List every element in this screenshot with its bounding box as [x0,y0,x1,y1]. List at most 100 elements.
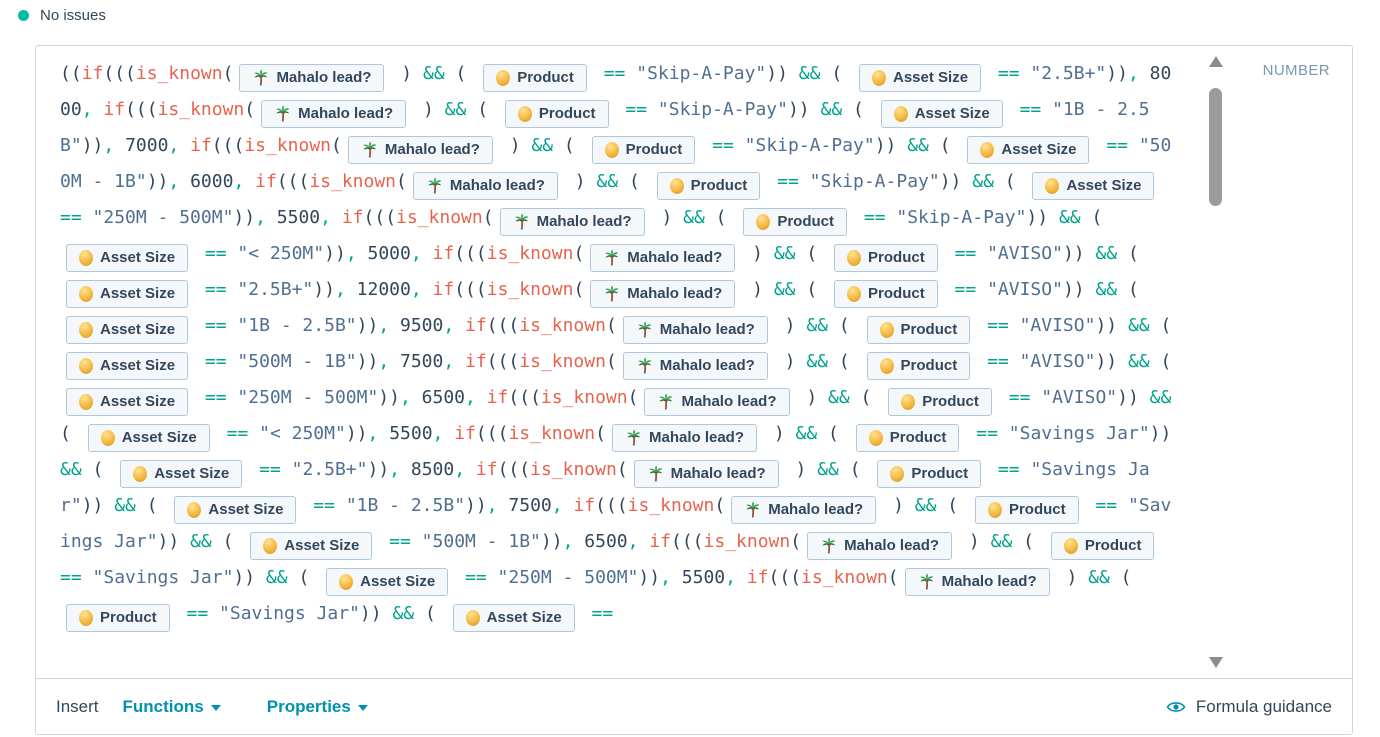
property-chip-mahalo-lead[interactable]: Mahalo lead? [611,423,758,452]
property-chip-mahalo-lead[interactable]: Mahalo lead? [590,279,736,308]
code-token: == [204,351,227,372]
code-token: ( [444,63,478,84]
scroll-down-arrow-icon[interactable] [1209,657,1223,668]
property-chip-label: Mahalo lead? [298,104,394,122]
property-chip-mahalo-lead[interactable]: Mahalo lead? [590,243,736,272]
property-chip-asset-size[interactable]: Asset Size [859,64,982,92]
property-chip-product[interactable]: Product [591,136,696,164]
code-token [179,171,190,192]
property-chip-product[interactable]: Product [656,172,761,200]
property-chip-mahalo-lead[interactable]: Mahalo lead? [644,387,790,416]
code-token: ((( [103,63,136,84]
code-token [266,207,277,228]
code-token: , [410,243,422,264]
code-token: , [627,531,639,552]
formula-code-editor[interactable]: ((if(((is_known( Mahalo lead? ) && ( Pro… [60,56,1176,678]
code-token: ) [763,423,796,444]
palm-tree-icon [636,321,653,338]
scrollbar-thumb[interactable] [1209,88,1222,206]
code-token: if [103,99,126,120]
property-chip-mahalo-lead[interactable]: Mahalo lead? [622,351,768,380]
code-token [944,243,955,264]
code-token: , [432,423,444,444]
property-chip-asset-size[interactable]: Asset Size [66,316,189,344]
code-token: )) [1095,351,1128,372]
property-chip-asset-size[interactable]: Asset Size [66,352,189,380]
property-chip-product[interactable]: Product [866,316,971,344]
property-chip-label: Product [868,285,925,302]
code-token: is_known [801,567,888,588]
functions-dropdown[interactable]: Functions [123,697,221,717]
property-chip-asset-size[interactable]: Asset Size [326,568,449,596]
code-token: , [345,243,357,264]
code-token: 8500 [410,459,455,480]
property-chip-mahalo-lead[interactable]: Mahalo lead? [347,135,493,164]
property-chip-product[interactable]: Product [888,388,992,416]
property-chip-mahalo-lead[interactable]: Mahalo lead? [807,531,953,560]
coin-icon [756,214,771,230]
status-dot-icon [18,10,29,21]
code-token: == [204,279,227,300]
property-chip-asset-size[interactable]: Asset Size [250,532,373,560]
property-chip-mahalo-lead[interactable]: Mahalo lead? [633,459,779,488]
property-chip-asset-size[interactable]: Asset Size [66,388,189,416]
code-token: ( [714,495,726,516]
code-token: "AVISO" [1008,351,1096,372]
property-chip-mahalo-lead[interactable]: Mahalo lead? [239,63,385,92]
code-token: ( [795,243,829,264]
code-token: ( [1117,243,1150,264]
property-chip-asset-size[interactable]: Asset Size [1032,172,1155,200]
property-chip-mahalo-lead[interactable]: Mahalo lead? [731,495,877,524]
property-chip-label: Product [1008,501,1066,518]
property-chip-product[interactable]: Product [974,496,1079,524]
code-token: ) [1055,567,1089,588]
scroll-up-arrow-icon[interactable] [1209,56,1223,67]
property-chip-product[interactable]: Product [504,100,609,128]
code-token: ) [412,99,445,120]
property-chip-product[interactable]: Product [834,280,938,308]
property-chip-product[interactable]: Product [866,352,971,380]
properties-dropdown[interactable]: Properties [267,697,368,717]
code-token: if [81,63,104,84]
property-chip-product[interactable]: Product [743,208,847,236]
code-token [194,279,205,300]
property-chip-asset-size[interactable]: Asset Size [66,244,189,272]
code-token: , [233,171,245,192]
code-token: )) [157,531,191,552]
formula-guidance-button[interactable]: Formula guidance [1166,697,1332,717]
code-token: if [573,495,596,516]
property-chip-asset-size[interactable]: Asset Size [967,136,1090,164]
property-chip-asset-size[interactable]: Asset Size [452,604,575,632]
code-token: 7000 [125,135,169,156]
property-chip-product[interactable]: Product [834,244,938,272]
code-token: == [226,423,249,444]
property-chip-asset-size[interactable]: Asset Size [87,424,210,452]
code-token: , [168,171,180,192]
code-token: ((( [276,171,310,192]
property-chip-product[interactable]: Product [66,604,170,632]
code-token: ((( [595,495,628,516]
property-chip-mahalo-lead[interactable]: Mahalo lead? [412,171,558,200]
property-chip-asset-size[interactable]: Asset Size [880,100,1003,128]
code-token: ((( [475,423,509,444]
property-chip-product[interactable]: Product [1050,532,1155,560]
code-token: && [114,495,136,516]
property-chip-mahalo-lead[interactable]: Mahalo lead? [904,567,1050,596]
property-chip-mahalo-lead[interactable]: Mahalo lead? [499,207,645,236]
scrollbar[interactable] [1208,54,1224,670]
code-token: is_known [530,459,617,480]
property-chip-product[interactable]: Product [483,64,587,92]
property-chip-asset-size[interactable]: Asset Size [120,460,243,488]
property-chip-product[interactable]: Product [855,424,960,452]
property-chip-label: Product [868,249,925,266]
code-token: && [683,207,705,228]
property-chip-mahalo-lead[interactable]: Mahalo lead? [622,315,768,344]
property-chip-mahalo-lead[interactable]: Mahalo lead? [261,99,407,128]
property-chip-asset-size[interactable]: Asset Size [66,280,189,308]
code-token: == [777,171,799,192]
property-chip-label: Product [690,177,748,194]
property-chip-asset-size[interactable]: Asset Size [174,496,297,524]
property-chip-product[interactable]: Product [877,460,982,488]
code-token: )) [465,495,487,516]
code-token [176,603,187,624]
